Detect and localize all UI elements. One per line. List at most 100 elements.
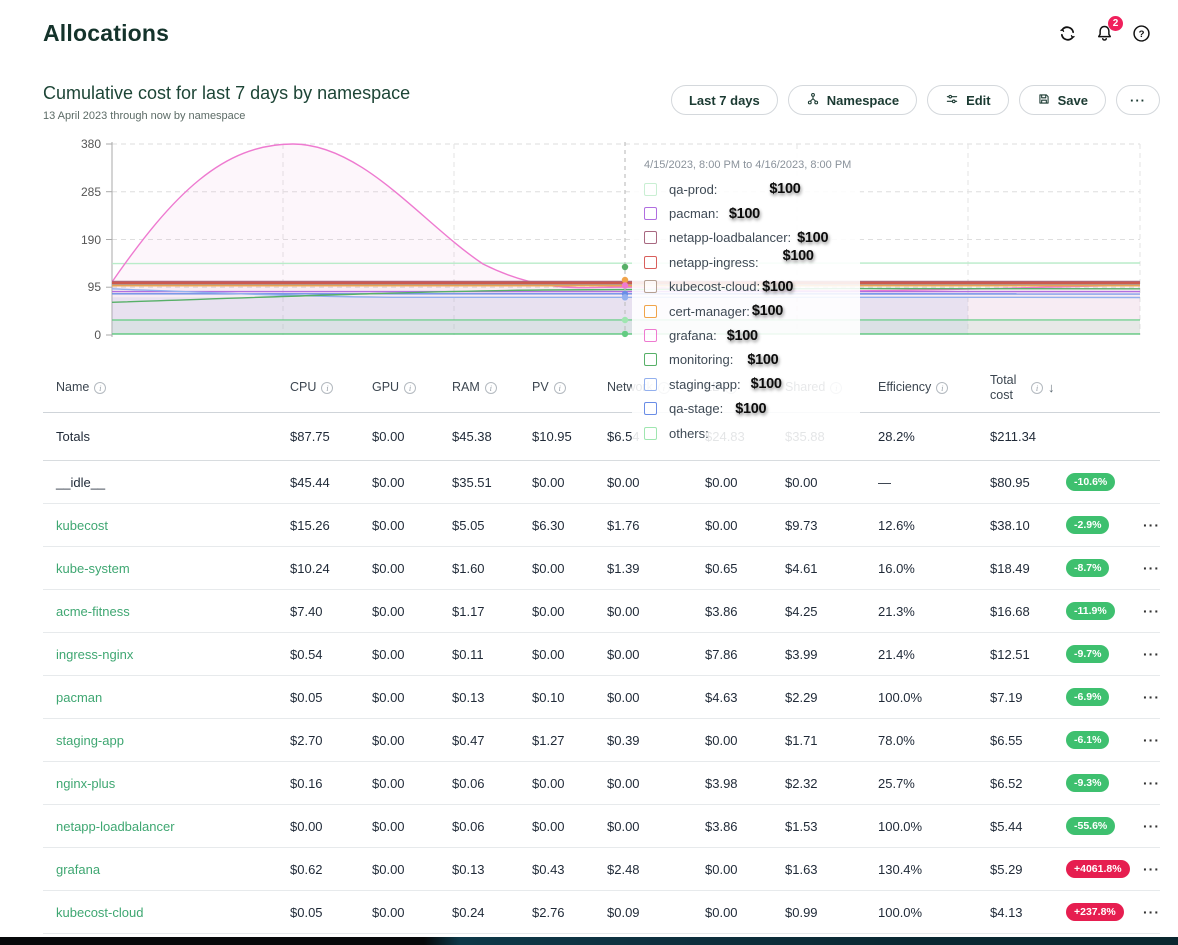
column-header-cpu[interactable]: CPU i [288,380,370,394]
lb-value: $0.00 [705,861,738,877]
total-value: $80.95 [990,474,1030,490]
cost-chart[interactable]: 380 285 190 95 0 [43,134,1143,349]
legend-label: cert-manager: [669,303,750,319]
info-icon[interactable]: i [553,381,566,394]
sort-desc-icon[interactable]: ↓ [1048,380,1055,395]
aggregate-namespace-button[interactable]: Namespace [787,85,918,115]
info-icon[interactable]: i [484,381,497,394]
total-value: $12.51 [990,646,1030,662]
tooltip-legend-item: grafana: $100 [644,323,850,347]
namespace-link[interactable]: staging-app [56,732,124,748]
more-options-button[interactable]: ··· [1116,85,1160,115]
pv-value: $0.00 [532,775,565,791]
tooltip-legend-item: netapp-loadbalancer: $100 [644,226,850,250]
cpu-value: $0.62 [290,861,323,877]
cost-change-badge: +237.8% [1066,903,1124,921]
column-header-gpu[interactable]: GPU i [370,380,450,394]
efficiency-value: 25.7% [878,775,915,791]
legend-swatch-icon [644,280,657,294]
namespace-link[interactable]: kubecost [56,517,109,533]
namespace-link[interactable]: netapp-loadbalancer [56,818,175,834]
namespace-link[interactable]: kube-system [56,560,130,576]
column-header-pv[interactable]: PV i [530,380,605,394]
gpu-value: $0.00 [372,904,405,920]
edit-button[interactable]: Edit [927,85,1009,115]
pv-value: $0.00 [532,603,565,619]
ram-value: $0.47 [452,732,485,748]
network-value: $0.00 [607,818,640,834]
info-icon[interactable]: i [94,381,107,394]
legend-swatch-icon [644,329,657,343]
info-icon[interactable]: i [936,381,949,394]
namespace-link[interactable]: kubecost-cloud [56,904,144,920]
refresh-icon[interactable] [1057,23,1078,44]
tooltip-legend-item: netapp-ingress: $100 [644,248,850,274]
efficiency-value: 16.0% [878,560,915,576]
column-label: Efficiency [878,380,932,395]
legend-swatch-icon [644,353,657,367]
row-menu-button[interactable]: ··· [1143,646,1160,662]
namespace-link[interactable]: pacman [56,689,103,705]
total-value: $211.34 [990,429,1037,444]
gpu-value: $0.00 [372,429,405,444]
gpu-value: $0.00 [372,861,405,877]
efficiency-value: 21.4% [878,646,915,662]
shared-value: $4.25 [785,603,818,619]
column-header-total-cost[interactable]: Total cost i ↓ [988,373,1064,402]
column-label: RAM [452,380,480,395]
column-header-efficiency[interactable]: Efficiency i [876,380,988,394]
row-menu-button[interactable]: ··· [1143,603,1160,619]
row-menu-button[interactable]: ··· [1143,818,1160,834]
help-icon[interactable]: ? [1131,23,1152,44]
namespace-link[interactable]: ingress-nginx [56,646,134,662]
row-name: Totals [56,429,90,444]
namespace-link[interactable]: grafana [56,861,101,877]
save-button[interactable]: Save [1018,85,1106,115]
row-menu-button[interactable]: ··· [1143,732,1160,748]
svg-text:?: ? [1139,29,1145,40]
notifications-bell-icon[interactable]: 2 [1094,16,1123,44]
column-header-ram[interactable]: RAM i [450,380,530,394]
efficiency-value: — [878,474,891,490]
gpu-value: $0.00 [372,560,405,576]
cost-change-badge: -8.7% [1066,559,1110,577]
info-icon[interactable]: i [1031,381,1043,394]
cpu-value: $0.05 [290,689,323,705]
ram-value: $0.24 [452,904,485,920]
column-header-name[interactable]: Name i [43,380,288,394]
gpu-value: $0.00 [372,646,405,662]
row-menu-button[interactable]: ··· [1143,689,1160,705]
legend-value: $100 [769,181,801,198]
gpu-value: $0.00 [372,818,405,834]
ram-value: $1.17 [452,603,485,619]
svg-text:380: 380 [81,137,101,151]
gpu-value: $0.00 [372,775,405,791]
lb-value: $0.00 [705,732,738,748]
table-row-__idle__: __idle__ $45.44 $0.00 $35.51 $0.00 $0.00 $0.00… [43,461,1160,504]
cpu-value: $2.70 [290,732,323,748]
row-menu-button[interactable]: ··· [1143,517,1160,533]
namespace-link[interactable]: nginx-plus [56,775,116,791]
legend-swatch-icon [644,377,657,391]
row-menu-button[interactable]: ··· [1143,861,1160,877]
namespace-link[interactable]: acme-fitness [56,603,130,619]
table-row-kubecost-cloud: kubecost-cloud $0.05 $0.00 $0.24 $2.76 $0.09 $… [43,891,1160,934]
cost-change-badge: -55.6% [1066,817,1116,835]
info-icon[interactable]: i [321,381,334,394]
report-subtitle: 13 April 2023 through now by namespace [43,110,246,122]
time-window-button[interactable]: Last 7 days [670,85,778,115]
efficiency-value: 100.0% [878,904,923,920]
row-menu-button[interactable]: ··· [1143,775,1160,791]
lb-value: $3.98 [705,775,738,791]
info-icon[interactable]: i [404,381,417,394]
pv-value: $2.76 [532,904,565,920]
gpu-value: $0.00 [372,689,405,705]
total-value: $6.52 [990,775,1023,791]
column-label: GPU [372,380,400,395]
gpu-value: $0.00 [372,603,405,619]
tooltip-legend-item: cert-manager: $100 [644,299,850,323]
shared-value: $9.73 [785,517,818,533]
row-menu-button[interactable]: ··· [1143,904,1160,920]
total-value: $18.49 [990,560,1030,576]
row-menu-button[interactable]: ··· [1143,560,1160,576]
